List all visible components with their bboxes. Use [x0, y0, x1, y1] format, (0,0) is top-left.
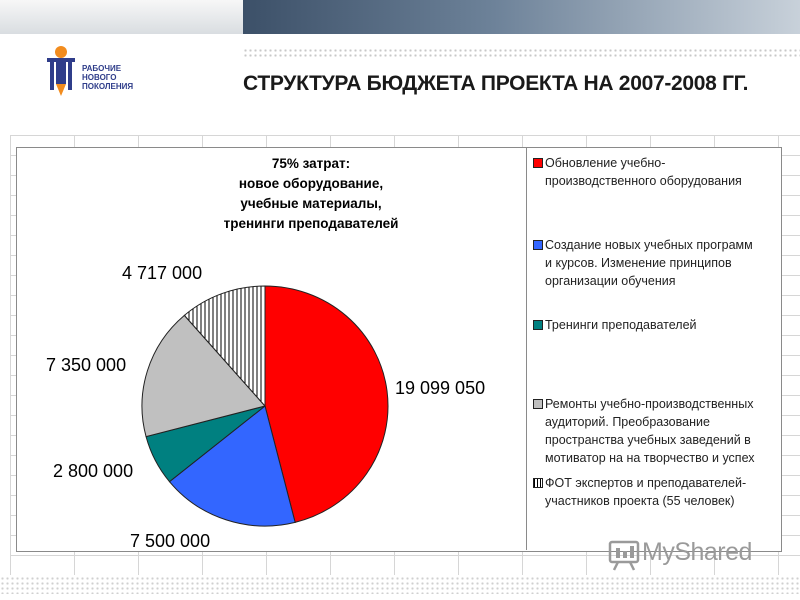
page-title: СТРУКТУРА БЮДЖЕТА ПРОЕКТА НА 2007-2008 Г… — [243, 72, 749, 95]
legend-line: участников проекта (55 человек) — [545, 494, 735, 508]
watermark-text: MyShared — [642, 538, 752, 566]
legend-line: Создание новых учебных программ — [545, 238, 753, 252]
legend-swatch-2 — [533, 320, 543, 330]
legend-swatch-4 — [533, 478, 543, 488]
legend-line: Ремонты учебно-производственных — [545, 397, 754, 411]
legend-divider — [526, 147, 527, 550]
legend-item: Создание новых учебных программ и курсов… — [531, 236, 779, 290]
top-banner-light — [0, 0, 243, 34]
legend-line: Обновление учебно- — [545, 156, 666, 170]
slice-value-label-0: 19 099 050 — [395, 378, 486, 398]
legend-line: производственного оборудования — [545, 174, 742, 188]
legend-item: Ремонты учебно-производственных аудитори… — [531, 395, 779, 467]
legend-line: мотиватор на на творчество и успех — [545, 451, 755, 465]
legend-line: Тренинги преподавателей — [545, 318, 697, 332]
slice-value-label-2: 2 800 000 — [53, 461, 134, 481]
legend-text: Создание новых учебных программ и курсов… — [545, 236, 779, 290]
legend-swatch-1 — [533, 240, 543, 250]
logo-line: ПОКОЛЕНИЯ — [82, 82, 134, 91]
slice-value-label-1: 7 500 000 — [130, 531, 211, 551]
legend-item: Тренинги преподавателей — [531, 316, 779, 334]
legend-text: Тренинги преподавателей — [545, 316, 779, 334]
legend-text: Обновление учебно- производственного обо… — [545, 154, 779, 190]
top-banner — [0, 0, 800, 34]
pie-slice-4 — [183, 285, 266, 408]
dotted-rule-bottom — [0, 576, 800, 594]
pie-slice-3 — [141, 314, 266, 438]
watermark-icon — [608, 540, 640, 571]
legend-swatch-0 — [533, 158, 543, 168]
annotation-line: тренинги преподавателей — [223, 216, 399, 231]
legend-line: организации обучения — [545, 274, 676, 288]
legend-item: ФОТ экспертов и преподавателей- участник… — [531, 474, 779, 510]
legend-line: пространства учебных заведений в — [545, 433, 751, 447]
legend-item: Обновление учебно- производственного обо… — [531, 154, 779, 190]
slice-value-label-3: 7 350 000 — [46, 355, 127, 375]
legend-text: ФОТ экспертов и преподавателей- участник… — [545, 474, 779, 510]
annotation-line: учебные материалы, — [240, 196, 382, 211]
annotation-line: 75% затрат: — [271, 156, 351, 171]
logo-icon — [47, 46, 75, 96]
pie-slice-0 — [264, 285, 389, 523]
legend-line: ФОТ экспертов и преподавателей- — [545, 476, 747, 490]
logo-text: РАБОЧИЕ НОВОГО ПОКОЛЕНИЯ — [82, 64, 133, 91]
legend-line: и курсов. Изменение принципов — [545, 256, 732, 270]
chart-frame — [16, 147, 782, 552]
annotation-line: новое оборудование, — [238, 176, 384, 191]
legend-line: аудиторий. Преобразование — [545, 415, 710, 429]
legend-text: Ремонты учебно-производственных аудитори… — [545, 395, 779, 467]
logo-line: РАБОЧИЕ — [82, 64, 122, 73]
pie-slice-1 — [168, 405, 296, 527]
legend-swatch-3 — [533, 399, 543, 409]
top-banner-dark — [243, 0, 800, 34]
dotted-rule-top — [243, 48, 800, 58]
slice-value-label-4: 4 717 000 — [122, 263, 203, 283]
chart-annotation: 75% затрат: новое оборудование, учебные … — [196, 154, 426, 234]
logo-line: НОВОГО — [82, 73, 117, 82]
